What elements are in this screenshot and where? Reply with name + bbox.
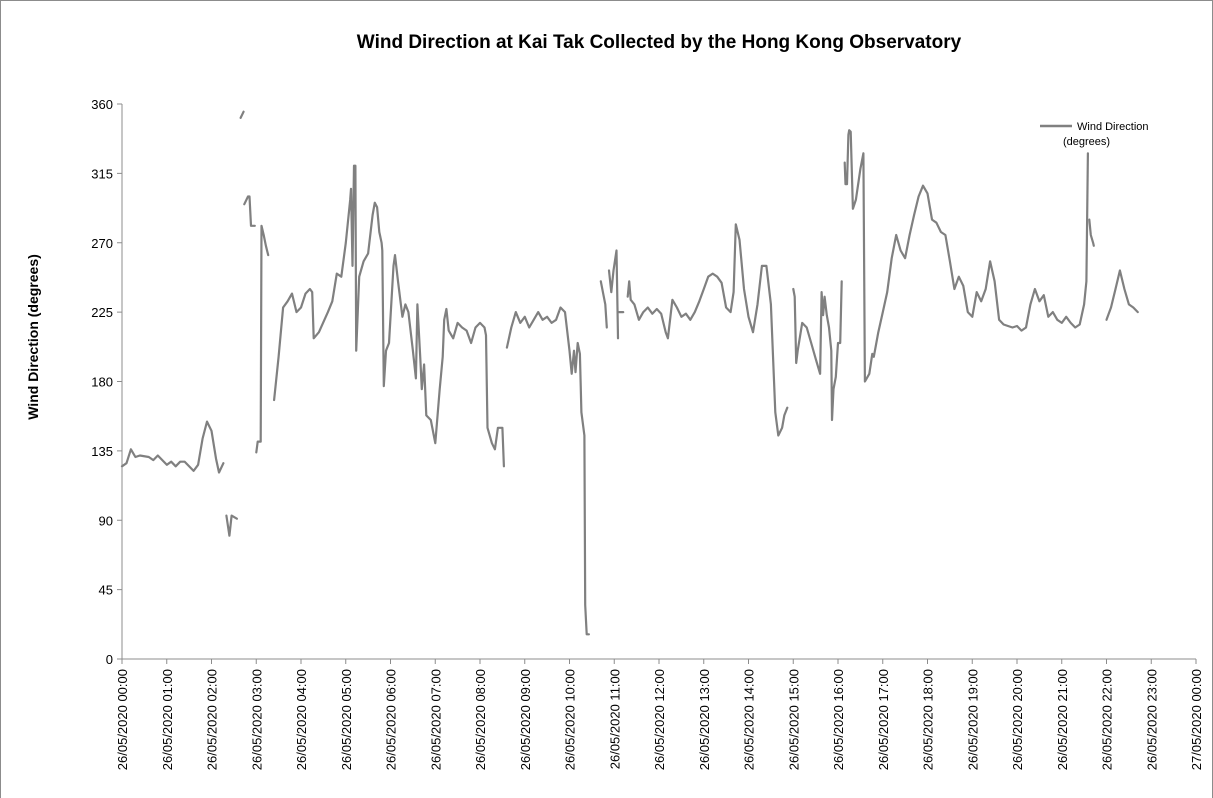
y-tick-label: 270 [91, 236, 113, 251]
x-axis-ticks: 26/05/2020 00:00 26/05/2020 01:00 26/05/20… [115, 659, 1204, 770]
x-tick-label: 27/05/2020 00:00 [1189, 669, 1204, 770]
legend: Wind Direction (degrees) [1040, 121, 1149, 148]
x-tick-label: 26/05/2020 14:00 [742, 669, 757, 770]
x-tick-label: 26/05/2020 21:00 [1055, 669, 1070, 770]
series-line-segment [243, 195, 256, 227]
x-tick-label: 26/05/2020 12:00 [652, 669, 667, 770]
x-tick-label: 26/05/2020 09:00 [518, 669, 533, 770]
x-tick-label: 26/05/2020 08:00 [473, 669, 488, 770]
x-tick-label: 26/05/2020 04:00 [294, 669, 309, 770]
x-tick-label: 26/05/2020 06:00 [384, 669, 399, 770]
legend-label-line: (degrees) [1063, 136, 1110, 148]
series-line-segment [607, 249, 620, 340]
x-tick-label: 26/05/2020 10:00 [563, 669, 578, 770]
x-tick-label: 26/05/2020 11:00 [607, 669, 622, 769]
series-line-segment [273, 164, 505, 468]
x-tick-label: 26/05/2020 23:00 [1144, 669, 1159, 770]
x-tick-label: 26/05/2020 00:00 [115, 669, 130, 770]
x-tick-label: 26/05/2020 13:00 [697, 669, 712, 770]
series-line-segment [225, 514, 238, 537]
x-tick-label: 26/05/2020 02:00 [205, 669, 220, 770]
x-tick-label: 26/05/2020 22:00 [1100, 669, 1115, 770]
series-line-segment [1105, 269, 1139, 321]
y-tick-label: 0 [106, 652, 113, 667]
y-axis-ticks: 0 45 90 135 180 225 270 315 360 [91, 97, 122, 667]
series-line-segment [255, 224, 270, 454]
x-tick-label: 26/05/2020 19:00 [965, 669, 980, 770]
legend-label: Wind Direction (degrees) [1063, 121, 1149, 148]
y-tick-label: 225 [91, 305, 113, 320]
x-tick-label: 26/05/2020 01:00 [160, 669, 175, 770]
x-tick-label: 26/05/2020 20:00 [1010, 669, 1025, 770]
series-line-segment [120, 420, 225, 474]
y-tick-label: 135 [91, 444, 113, 459]
series-line-segment [505, 306, 591, 636]
y-tick-label: 315 [91, 166, 113, 181]
y-tick-label: 360 [91, 97, 113, 112]
x-tick-label: 26/05/2020 16:00 [831, 669, 846, 770]
series-line-segment [1088, 218, 1095, 247]
wind-direction-series [120, 110, 1139, 636]
series-line-segment [626, 223, 789, 437]
y-tick-label: 90 [99, 513, 113, 528]
series-line-segment [239, 110, 245, 120]
y-tick-label: 45 [99, 583, 113, 598]
series-line-segment [843, 129, 1090, 383]
x-tick-label: 26/05/2020 15:00 [786, 669, 801, 770]
legend-label-line: Wind Direction [1077, 121, 1149, 133]
series-line-segment [599, 280, 608, 329]
x-tick-label: 26/05/2020 18:00 [921, 669, 936, 770]
y-tick-label: 180 [91, 375, 113, 390]
x-tick-label: 26/05/2020 07:00 [428, 669, 443, 770]
y-axis-label: Wind Direction (degrees) [25, 254, 41, 420]
x-tick-label: 26/05/2020 03:00 [249, 669, 264, 770]
series-line-segment [792, 280, 843, 422]
chart-title: Wind Direction at Kai Tak Collected by t… [357, 32, 962, 53]
x-tick-label: 26/05/2020 17:00 [876, 669, 891, 770]
x-tick-label: 26/05/2020 05:00 [339, 669, 354, 770]
